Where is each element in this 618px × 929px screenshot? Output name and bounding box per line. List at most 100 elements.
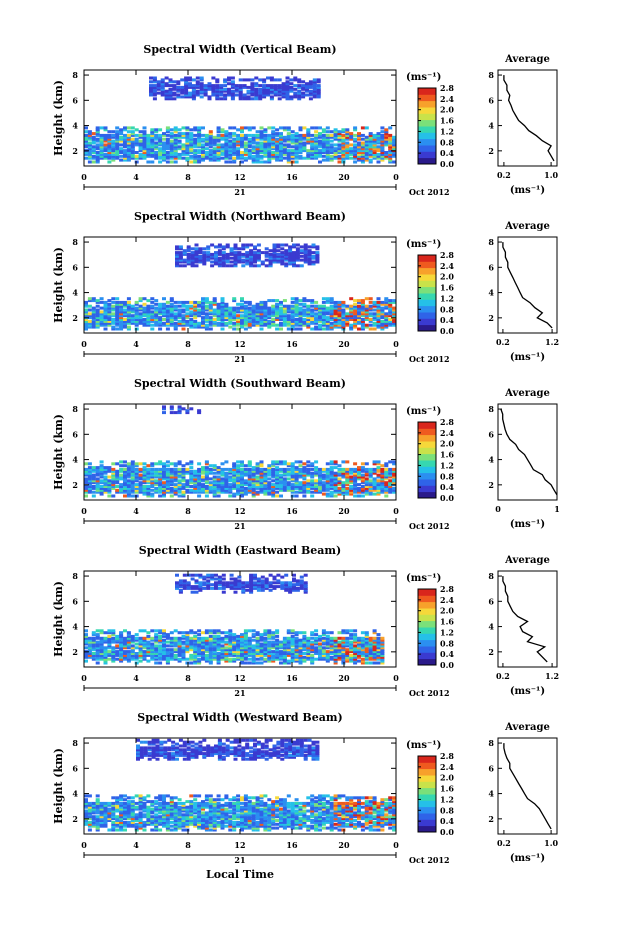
heatmap-cell	[341, 139, 346, 143]
heatmap-cell	[189, 143, 194, 147]
heatmap-cell	[189, 657, 194, 661]
heatmap-cell	[349, 312, 354, 316]
heatmap-cell	[146, 488, 151, 492]
heatmap-cell	[312, 89, 317, 93]
heatmap-cell	[229, 260, 234, 264]
heatmap-cell	[185, 634, 190, 638]
heatmap-cell	[165, 147, 170, 151]
heatmap-cell	[294, 646, 299, 650]
heatmap-cell	[240, 640, 244, 644]
heatmap-cell	[130, 308, 135, 312]
heatmap-cell	[107, 156, 112, 160]
heatmap-cell	[95, 486, 100, 490]
heatmap-cell	[298, 308, 303, 312]
heatmap-cell	[201, 151, 205, 154]
heatmap-cell	[368, 306, 373, 310]
heatmap-cell	[204, 469, 209, 473]
heatmap-cell	[154, 310, 159, 314]
heatmap-cell	[123, 471, 127, 475]
heatmap-cell	[272, 258, 277, 262]
heatmap-cell	[301, 87, 306, 91]
heatmap-cell	[193, 636, 198, 640]
heatmap-cell	[310, 314, 315, 318]
heatmap-cell	[214, 258, 218, 262]
heatmap-cell	[197, 485, 202, 488]
heatmap-cell	[364, 471, 369, 475]
heatmap-cell	[181, 152, 186, 156]
heatmap-cell	[384, 481, 389, 485]
heatmap-cell	[259, 471, 264, 475]
heatmap-cell	[273, 84, 278, 88]
heatmap-cell	[177, 653, 182, 657]
heatmap-cell	[91, 306, 96, 310]
heatmap-cell	[325, 297, 330, 301]
heatmap-cell	[142, 467, 147, 471]
heatmap-cell	[91, 297, 96, 301]
heatmap-cell	[263, 145, 268, 149]
heatmap-cell	[240, 490, 244, 494]
heatmap-cell	[360, 473, 365, 477]
heatmap-cell	[107, 657, 112, 661]
heatmap-cell	[360, 300, 365, 304]
heatmap-cell	[333, 490, 338, 494]
heatmap-cell	[255, 469, 260, 473]
heatmap-cell	[384, 316, 389, 320]
heatmap-cell	[298, 488, 303, 492]
heatmap-cell	[194, 264, 199, 268]
heatmap-cell	[103, 477, 108, 481]
heatmap-cell	[107, 629, 112, 633]
heatmap-cell	[368, 139, 373, 143]
heatmap-cell	[251, 158, 256, 162]
heatmap-cell	[279, 477, 283, 481]
heatmap-cell	[357, 314, 361, 318]
heatmap-cell	[115, 323, 120, 327]
heatmap-cell	[251, 321, 256, 325]
heatmap-cell	[149, 85, 153, 89]
heatmap-cell	[298, 319, 303, 323]
heatmap-cell	[150, 655, 155, 659]
heatmap-cell	[165, 471, 170, 475]
heatmap-cell	[87, 485, 92, 488]
heatmap-cell	[290, 486, 295, 490]
heatmap-cell	[255, 133, 260, 137]
heatmap-cell	[178, 251, 183, 255]
heatmap-cell	[329, 151, 334, 154]
heatmap-cell	[279, 152, 283, 156]
heatmap-cell	[247, 319, 252, 323]
heatmap-cell	[99, 648, 104, 652]
heatmap-cell	[216, 646, 221, 650]
heatmap-cell	[259, 314, 264, 318]
heatmap-cell	[357, 488, 361, 492]
heatmap-cell	[126, 147, 131, 151]
heatmap-cell	[271, 299, 276, 303]
heatmap-cell	[263, 653, 268, 657]
heatmap-cell	[198, 256, 203, 260]
heatmap-cell	[292, 260, 296, 264]
heatmap-cell	[376, 318, 381, 321]
heatmap-cell	[251, 659, 256, 663]
heatmap-cell	[212, 323, 217, 327]
heatmap-cell	[240, 483, 244, 487]
heatmap-cell	[297, 97, 302, 101]
heatmap-cell	[251, 475, 256, 479]
heatmap-cell	[208, 634, 213, 638]
heatmap-cell	[263, 143, 268, 147]
heatmap-cell	[236, 642, 241, 646]
heatmap-cell	[310, 485, 315, 488]
heatmap-cell	[224, 642, 229, 646]
heatmap-cell	[220, 314, 225, 318]
heatmap-cell	[177, 314, 182, 318]
heatmap-cell	[208, 316, 213, 320]
heatmap-cell	[165, 327, 170, 331]
heatmap-cell	[384, 469, 389, 473]
heatmap-cell	[95, 139, 100, 143]
heatmap-cell	[236, 657, 241, 661]
heatmap-cell	[384, 325, 389, 329]
heatmap-cell	[341, 128, 346, 132]
heatmap-cell	[290, 462, 295, 466]
heatmap-cell	[306, 314, 311, 318]
heatmap-cell	[242, 93, 247, 97]
heatmap-cell	[214, 260, 218, 264]
heatmap-cell	[242, 84, 247, 88]
heatmap-cell	[126, 135, 131, 139]
